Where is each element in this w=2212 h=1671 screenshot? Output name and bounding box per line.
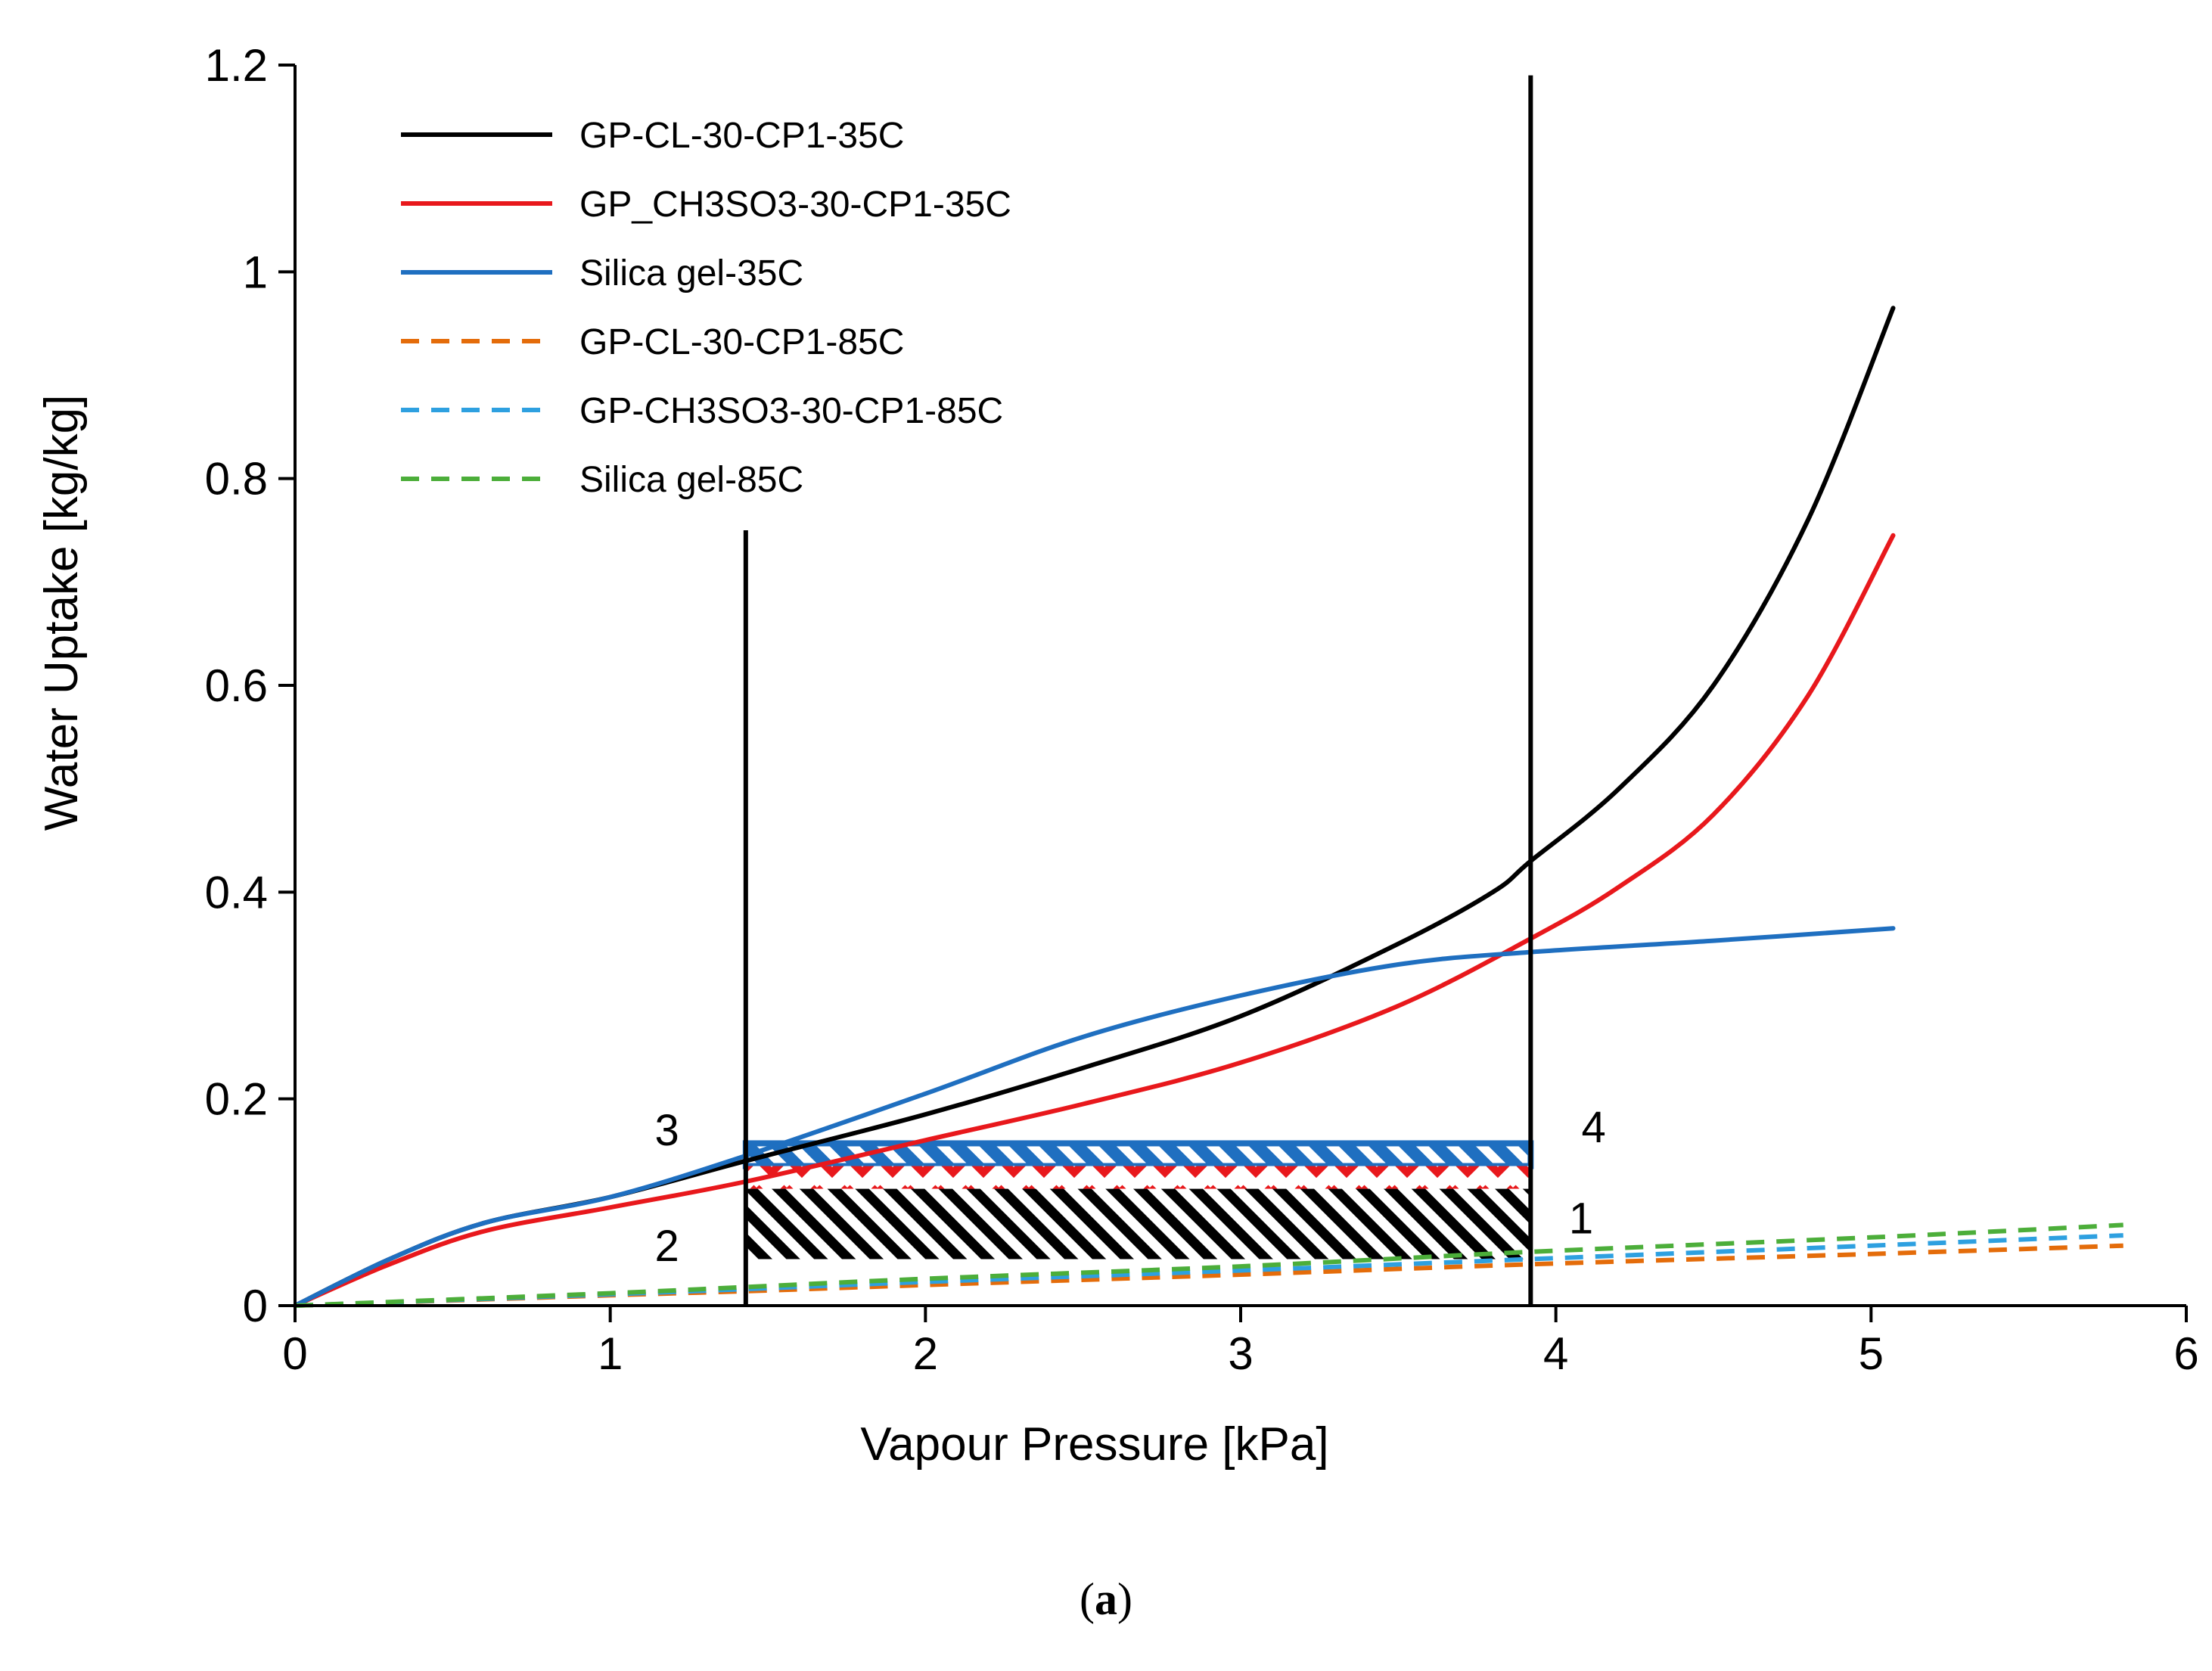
tick-labels: 0 1 2 3 4 5 6 0 0.2 0.4 0.6 0.8 1 1.2 (205, 40, 2199, 1379)
x-tick-label-4: 4 (1543, 1328, 1568, 1379)
point-label-2: 2 (655, 1222, 679, 1271)
caption-open: ( (1080, 1574, 1095, 1624)
y-tick-label-3: 0.6 (205, 660, 268, 711)
y-tick-label-2: 0.4 (205, 867, 268, 918)
y-axis-label: Water Uptake [kg/kg] (36, 395, 88, 831)
legend-label-1: GP-CL-30-CP1-35C (579, 116, 904, 156)
legend-label-3: Silica gel-35C (579, 253, 803, 294)
cycle-bands (742, 1140, 1534, 1259)
x-axis-label: Vapour Pressure [kPa] (860, 1418, 1328, 1471)
caption-close: ) (1117, 1574, 1132, 1624)
caption-label: a (1095, 1574, 1117, 1624)
y-tick-label-5: 1 (243, 247, 268, 297)
x-tick-label-0: 0 (282, 1328, 307, 1379)
x-tick-label-6: 6 (2173, 1328, 2198, 1379)
series-line-4 (294, 1243, 2123, 1308)
x-tick-label-3: 3 (1228, 1328, 1253, 1379)
x-tick-label-1: 1 (598, 1328, 623, 1379)
series-line-5 (294, 1233, 2123, 1308)
legend-label-6: Silica gel-85C (579, 460, 803, 500)
axes (278, 64, 2188, 1322)
x-tick-label-5: 5 (1859, 1328, 1884, 1379)
annotations: 1 2 3 4 (655, 1103, 1606, 1271)
cycle-band-2 (745, 1166, 1531, 1189)
legend-label-2: GP_CH3SO3-30-CP1-35C (579, 185, 1011, 225)
series-layer (293, 306, 2123, 1308)
legend-label-5: GP-CH3SO3-30-CP1-85C (579, 391, 1003, 431)
vertical-lines (743, 75, 1533, 1306)
y-tick-label-6: 1.2 (205, 40, 268, 91)
point-label-1: 1 (1569, 1194, 1593, 1243)
y-tick-label-0: 0 (243, 1281, 268, 1331)
figure-caption: (a) (0, 1573, 2212, 1626)
series-line-3 (293, 926, 1896, 1308)
series-line-6 (294, 1222, 2123, 1308)
legend: GP-CL-30-CP1-35C GP_CH3SO3-30-CP1-35C Sili… (401, 116, 1011, 500)
point-label-4: 4 (1582, 1103, 1606, 1152)
cycle-band-1 (745, 1143, 1531, 1166)
y-tick-label-1: 0.2 (205, 1074, 268, 1125)
series-line-2 (293, 533, 1896, 1308)
y-tick-label-4: 0.8 (205, 454, 268, 505)
legend-label-4: GP-CL-30-CP1-85C (579, 322, 904, 362)
cycle-band-3 (745, 1188, 1531, 1259)
point-label-3: 3 (655, 1106, 679, 1155)
x-tick-label-2: 2 (913, 1328, 938, 1379)
